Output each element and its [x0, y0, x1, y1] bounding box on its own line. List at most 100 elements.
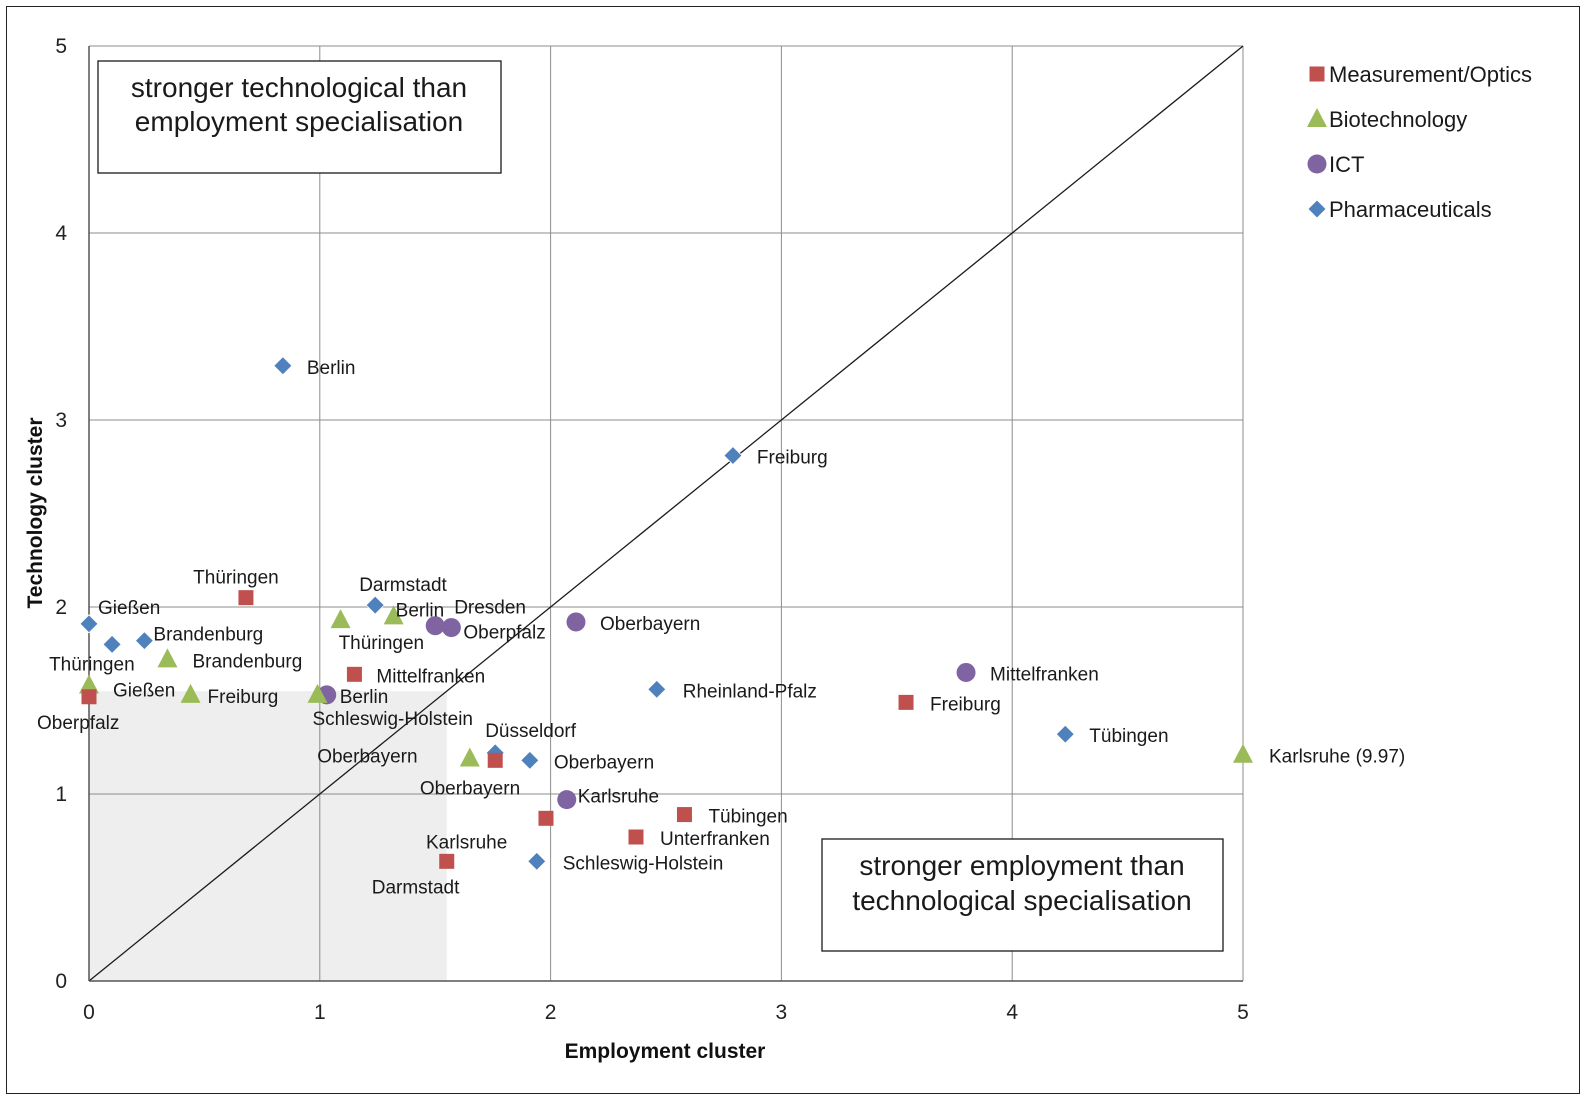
- data-point-diamond-marker: [79, 614, 99, 634]
- annotation-text: technological specialisation: [852, 885, 1191, 916]
- data-point-triangle-marker: [157, 648, 178, 668]
- y-tick-label: 0: [55, 970, 67, 993]
- data-point-circle-marker: [557, 790, 577, 810]
- x-tick-label: 0: [83, 1001, 95, 1024]
- data-point-square-marker: [81, 689, 97, 705]
- data-label: Berlin: [396, 600, 445, 621]
- data-label: Freiburg: [208, 687, 279, 708]
- diagonal-line: [88, 45, 1244, 982]
- data-point-diamond-marker: [527, 851, 547, 871]
- data-label: Berlin: [307, 358, 356, 379]
- data-point-triangle-marker: [383, 605, 404, 625]
- y-tick-label: 1: [55, 783, 67, 806]
- data-label: Karlsruhe: [426, 832, 507, 853]
- legend-label: Pharmaceuticals: [1329, 197, 1492, 222]
- y-tick-label: 4: [55, 222, 67, 245]
- x-tick-label: 5: [1237, 1001, 1249, 1024]
- data-label: Unterfranken: [660, 829, 770, 850]
- data-point-diamond-marker: [520, 750, 540, 770]
- data-label: Tübingen: [1089, 726, 1168, 747]
- data-point-diamond-marker: [723, 445, 743, 466]
- annotation-box: [821, 838, 1224, 952]
- legend-label: ICT: [1329, 152, 1364, 177]
- data-label: Gießen: [113, 681, 175, 702]
- data-label: Thüringen: [339, 633, 425, 654]
- diagonal-layer: [88, 45, 1244, 982]
- x-tick-label: 2: [545, 1001, 557, 1024]
- data-label: Brandenburg: [192, 651, 302, 672]
- legend-marker-square: [1309, 66, 1325, 82]
- data-point-square-marker: [628, 829, 644, 845]
- data-label: Oberpfalz: [463, 623, 545, 644]
- data-label: Oberbayern: [317, 746, 417, 767]
- data-point-square-marker: [238, 590, 254, 606]
- y-axis-title: Technology cluster: [24, 418, 47, 609]
- data-label: Mittelfranken: [990, 664, 1099, 685]
- annotation-text: stronger employment than: [859, 850, 1184, 881]
- y-tick-label: 5: [55, 35, 67, 58]
- data-point-diamond-marker: [134, 631, 154, 651]
- data-label: Karlsruhe (9.97): [1269, 747, 1405, 768]
- data-label: Thüringen: [193, 568, 279, 589]
- data-point-square-marker: [439, 853, 455, 869]
- legend-marker-triangle: [1307, 108, 1327, 127]
- data-label: Berlin: [340, 687, 389, 708]
- annotation-box: [97, 60, 502, 174]
- legend-marker-circle: [1307, 154, 1327, 174]
- x-tick-label: 3: [776, 1001, 788, 1024]
- annotation-text: employment specialisation: [135, 106, 463, 137]
- data-point-circle-marker: [566, 612, 586, 632]
- data-label: Oberbayern: [554, 752, 654, 773]
- data-point-circle-marker: [956, 662, 976, 682]
- data-point-triangle-marker: [307, 683, 328, 703]
- x-tick-label: 4: [1006, 1001, 1018, 1024]
- data-label: Mittelfranken: [376, 666, 485, 687]
- data-label: Schleswig-Holstein: [563, 853, 724, 874]
- legend-label: Measurement/Optics: [1329, 62, 1532, 87]
- legend: Measurement/Optics Biotechnology ICT Pharma…: [1307, 62, 1532, 222]
- data-point-square-marker: [898, 694, 914, 710]
- data-point-square-marker: [487, 752, 503, 768]
- data-point-triangle-marker: [459, 747, 480, 767]
- data-point-diamond-marker: [365, 595, 385, 615]
- data-point-diamond-marker: [102, 634, 122, 654]
- data-label: Karlsruhe: [578, 787, 659, 808]
- data-label: Oberpfalz: [37, 713, 119, 734]
- data-label: Darmstadt: [372, 877, 460, 898]
- data-label: Freiburg: [930, 694, 1001, 715]
- data-point-triangle-marker: [180, 683, 201, 703]
- data-label: Rheinland-Pfalz: [683, 681, 817, 702]
- point-layer: [79, 356, 1253, 871]
- data-point-triangle-marker: [79, 674, 99, 694]
- legend-label: Biotechnology: [1329, 107, 1467, 132]
- data-point-diamond-marker: [273, 356, 293, 376]
- data-label: Freiburg: [757, 448, 828, 469]
- data-label: Oberbayern: [420, 778, 520, 799]
- x-tick-label: 1: [314, 1001, 326, 1024]
- data-point-square-marker: [676, 807, 692, 823]
- data-point-circle-marker: [441, 618, 461, 638]
- label-layer: Berlin Freiburg Darmstadt Gießen Thüringen Br…: [37, 358, 1405, 899]
- y-tick-label: 2: [55, 596, 67, 619]
- data-label: Oberbayern: [600, 614, 700, 635]
- data-label: Brandenburg: [153, 625, 263, 646]
- data-label: Tübingen: [708, 807, 787, 828]
- data-point-diamond-marker: [647, 679, 667, 699]
- data-point-diamond-marker: [1055, 724, 1075, 744]
- data-label: Gießen: [98, 598, 160, 619]
- x-axis-title: Employment cluster: [565, 1040, 766, 1063]
- data-label: Düsseldorf: [485, 721, 577, 742]
- data-label: Thüringen: [49, 654, 135, 675]
- data-point-circle-marker: [425, 616, 445, 636]
- data-point-square-marker: [346, 666, 362, 682]
- data-point-square-marker: [538, 810, 554, 826]
- legend-marker-diamond: [1307, 199, 1327, 219]
- data-point-triangle-marker: [330, 609, 351, 629]
- data-label: Schleswig-Holstein: [312, 709, 473, 730]
- data-label: Dresden: [454, 598, 526, 619]
- data-label: Darmstadt: [359, 575, 447, 596]
- data-point-triangle-marker: [1233, 743, 1253, 763]
- axis-layer: 0 1 2 3 4 5 0 1 2 3 4 5: [55, 35, 1249, 1024]
